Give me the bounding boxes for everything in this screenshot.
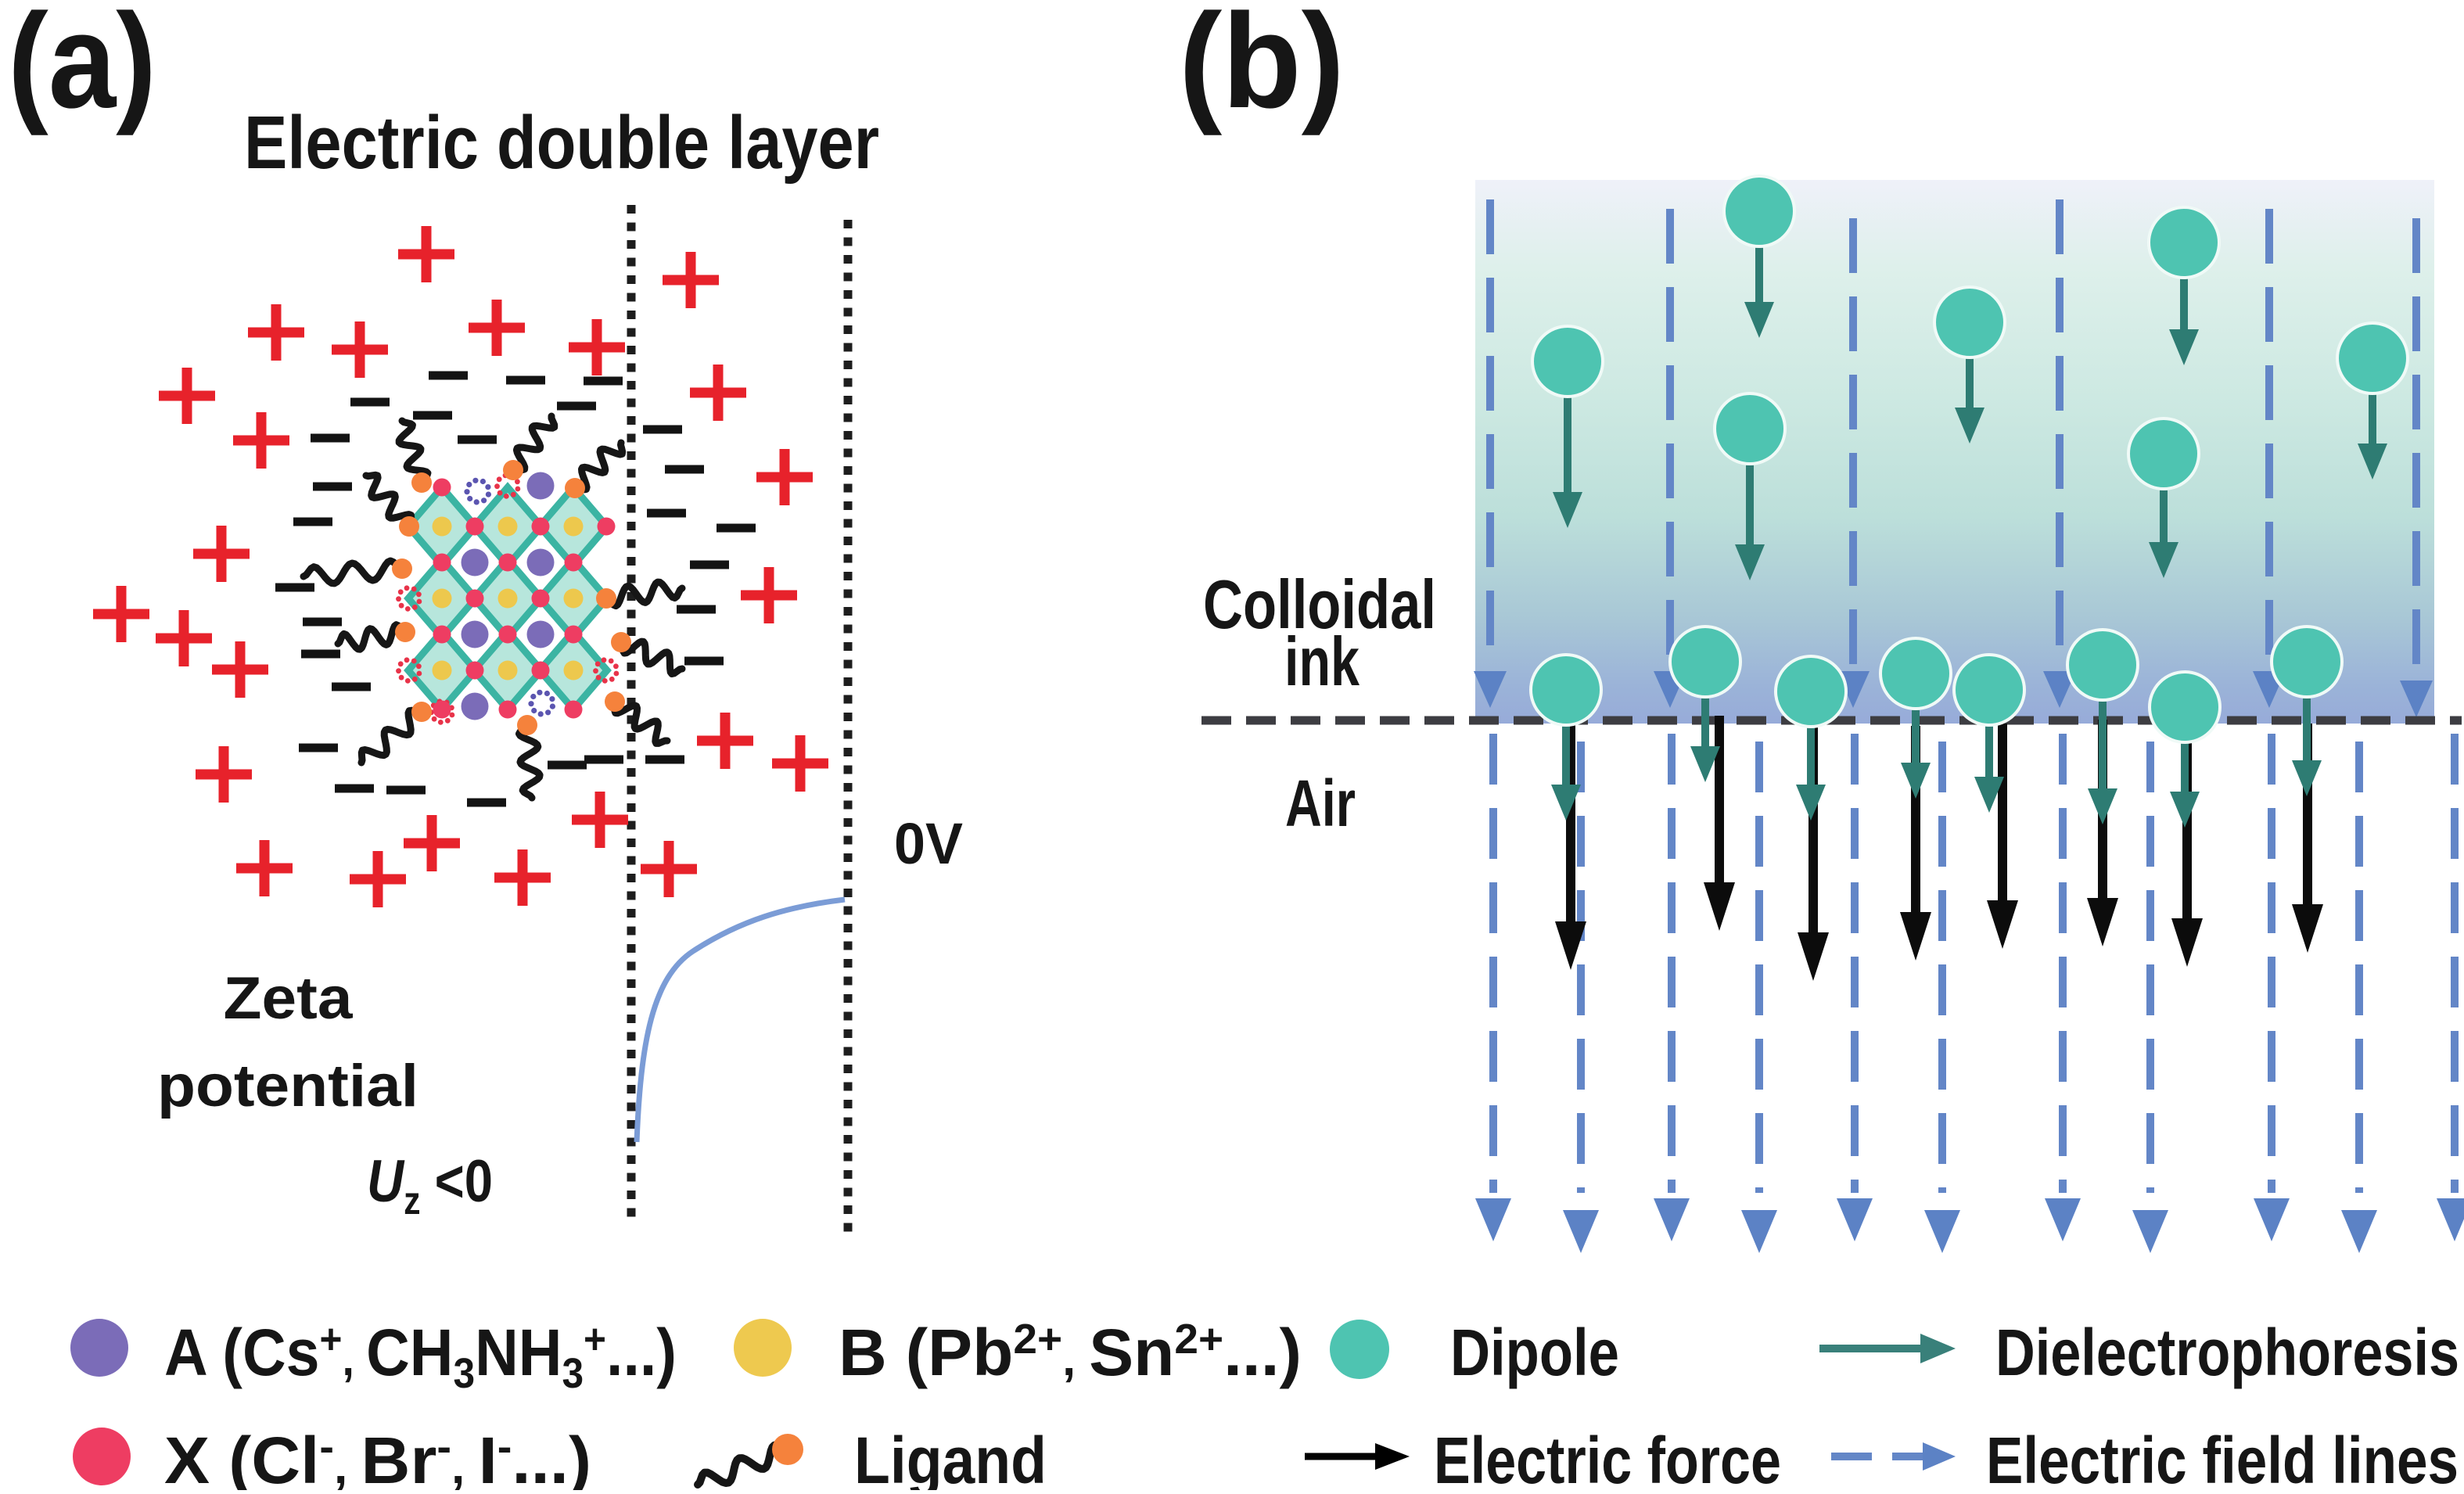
svg-text:Electric field lines: Electric field lines	[1986, 1424, 2459, 1490]
svg-text:Colloidal: Colloidal	[1203, 566, 1436, 643]
svg-text:Dipole: Dipole	[1450, 1316, 1619, 1389]
svg-text:Zeta: Zeta	[224, 965, 354, 1032]
svg-text:ink: ink	[1284, 623, 1360, 700]
svg-text:0V: 0V	[894, 811, 963, 876]
svg-text:potential: potential	[157, 1053, 418, 1119]
svg-text:B (Pb2+, Sn2+...): B (Pb2+, Sn2+...)	[839, 1316, 1302, 1389]
svg-text:Uz <0: Uz <0	[367, 1148, 493, 1223]
svg-text:Electric double layer: Electric double layer	[244, 101, 879, 185]
svg-text:Air: Air	[1285, 767, 1356, 840]
svg-text:(a): (a)	[8, 0, 156, 136]
svg-text:Dielectrophoresis: Dielectrophoresis	[1995, 1316, 2459, 1389]
svg-text:Ligand: Ligand	[854, 1424, 1047, 1490]
svg-text:(b): (b)	[1179, 0, 1345, 136]
svg-text:Electric force: Electric force	[1434, 1424, 1781, 1490]
svg-text:X (Cl-, Br-, I-...): X (Cl -, Br-, I-...)	[164, 1424, 591, 1490]
